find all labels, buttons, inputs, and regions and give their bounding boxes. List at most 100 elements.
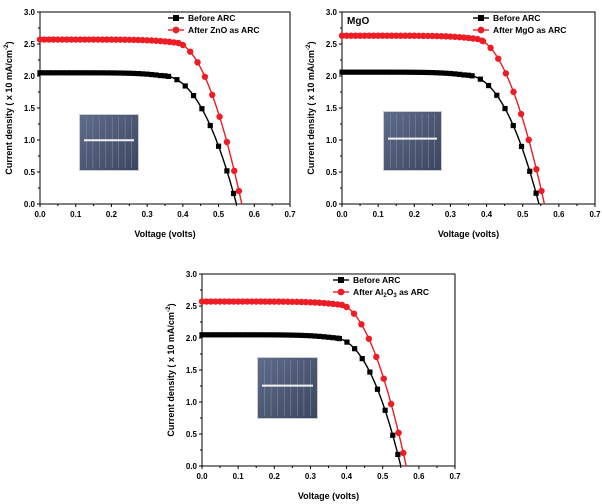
data-point (234, 298, 242, 305)
data-point (402, 69, 408, 75)
data-point (248, 298, 255, 305)
data-point (90, 36, 97, 43)
y-axis-label-sup: -2 (305, 44, 312, 50)
x-tick-label: 0.1 (70, 210, 82, 219)
x-tick-label: 0.4 (341, 472, 353, 481)
data-point (389, 69, 395, 75)
y-tick-label: 3.0 (24, 8, 36, 17)
data-point (266, 298, 273, 305)
data-point (406, 32, 413, 39)
data-point (77, 70, 83, 76)
data-point (325, 334, 332, 340)
data-point (487, 44, 494, 52)
data-point (157, 72, 164, 79)
data-point (356, 32, 364, 39)
x-tick-label: 0.4 (481, 210, 493, 219)
data-point (383, 32, 391, 39)
data-point (298, 298, 305, 306)
data-point (374, 386, 381, 392)
y-tick-label: 2.5 (326, 40, 338, 49)
data-point (517, 110, 525, 118)
data-point (258, 332, 264, 338)
legend-label: Before ARC (353, 275, 400, 285)
data-point (343, 69, 350, 75)
data-point (510, 122, 516, 129)
series-before-arc (339, 69, 540, 205)
data-point (434, 70, 440, 76)
data-point (249, 332, 255, 338)
data-point (303, 332, 309, 339)
data-point (253, 332, 259, 338)
data-point (395, 451, 401, 458)
data-point (350, 310, 358, 317)
x-tick-label: 0.4 (177, 210, 189, 219)
data-point (518, 143, 525, 150)
x-tick-label: 0.5 (517, 210, 529, 219)
data-point (275, 298, 283, 305)
x-tick-label: 0.1 (233, 472, 245, 481)
x-tick-label: 0.0 (196, 472, 208, 481)
data-point (415, 32, 423, 39)
data-point (226, 332, 232, 338)
data-point (63, 36, 70, 43)
data-point (216, 298, 224, 305)
data-point (271, 332, 277, 338)
data-point (494, 92, 500, 98)
y-tick-label: 2.0 (24, 72, 36, 81)
y-tick-label: 1.5 (326, 104, 338, 113)
data-point (140, 71, 146, 77)
series-after-arc (338, 32, 546, 205)
data-point (538, 187, 545, 195)
data-point (203, 332, 210, 338)
data-point (433, 32, 441, 40)
data-point (293, 298, 301, 306)
data-point (179, 41, 187, 49)
data-point (307, 333, 314, 339)
series-after-arc (36, 36, 243, 205)
y-tick-label: 0.5 (326, 168, 338, 177)
legend-text-part: Before ARC (353, 275, 400, 285)
data-point (243, 298, 251, 305)
data-point (477, 76, 483, 82)
y-axis-label-sup: -2 (3, 44, 10, 50)
data-point (420, 69, 426, 76)
data-point (479, 37, 487, 45)
data-point (452, 71, 458, 77)
data-point (230, 298, 237, 305)
data-point (358, 321, 365, 328)
data-point (126, 70, 132, 76)
data-point (330, 335, 336, 341)
solar-cell-photo (79, 114, 139, 171)
data-point (235, 187, 243, 195)
data-point (390, 432, 396, 438)
data-point (316, 333, 323, 339)
series-line (342, 34, 546, 205)
x-tick-label: 0.5 (377, 472, 389, 481)
legend-label: After Al2O3 as ARC (353, 287, 429, 299)
data-point (144, 71, 150, 77)
data-point (45, 36, 53, 43)
x-tick-label: 0.2 (269, 472, 281, 481)
y-tick-label: 3.0 (186, 270, 198, 279)
x-tick-label: 0.0 (336, 210, 348, 219)
data-point (131, 70, 137, 77)
y-tick-label: 0.0 (186, 462, 198, 471)
x-tick-label: 0.7 (589, 210, 601, 219)
data-point (262, 298, 269, 305)
y-axis-label-main: Current density ( x 10 mA/cm (306, 50, 316, 175)
data-point (298, 332, 304, 338)
data-point (59, 70, 65, 76)
data-point (108, 70, 115, 76)
data-point (50, 36, 57, 43)
solar-cell-photo (257, 357, 318, 419)
y-tick-label: 0.0 (326, 200, 338, 209)
x-tick-label: 0.6 (249, 210, 261, 219)
data-point (336, 335, 342, 342)
data-point (207, 122, 213, 129)
data-point (135, 71, 141, 77)
data-point (348, 69, 354, 75)
x-tick-label: 0.6 (413, 472, 425, 481)
chart-panel: 0.0 0.1 0.2 0.3 0.4 0.5 0.6 0.7 0.0 0.5 1.0 1.5 2.0 2… (305, 8, 601, 239)
solar-cell-photo (383, 111, 442, 171)
